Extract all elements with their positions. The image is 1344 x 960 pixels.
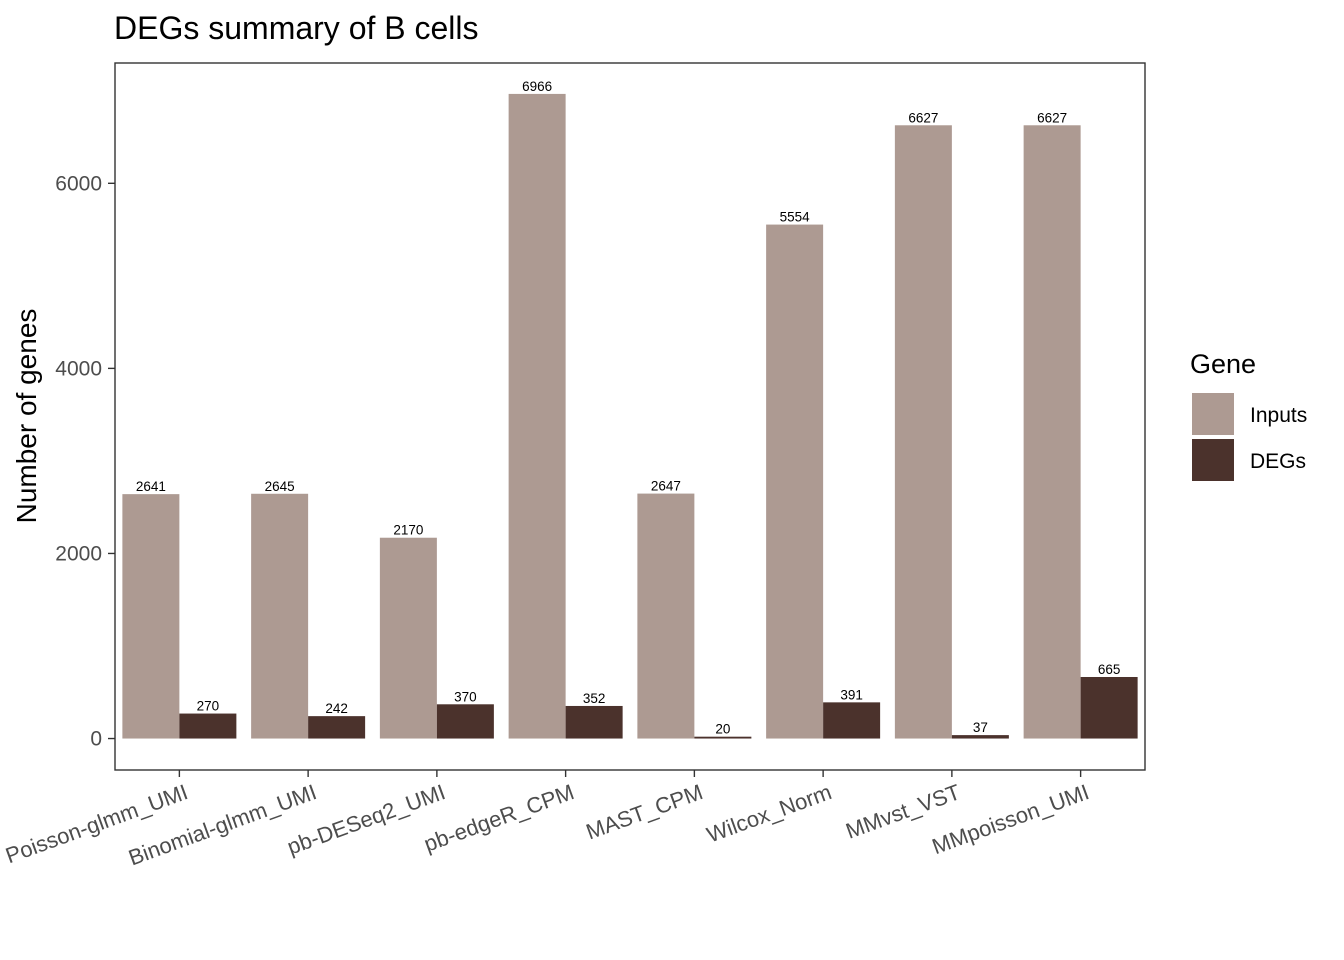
bar-degs-4 — [694, 736, 752, 739]
bar-label-degs-6: 37 — [973, 720, 988, 735]
bar-label-degs-5: 391 — [840, 687, 863, 702]
bar-label-inputs-6: 6627 — [908, 110, 938, 125]
plot-panel — [114, 62, 1146, 771]
legend-key-inputs — [1192, 393, 1234, 435]
bar-inputs-7 — [1023, 125, 1081, 739]
y-tick-label-4000: 4000 — [55, 357, 102, 380]
bar-inputs-4 — [637, 493, 695, 739]
bar-degs-1 — [308, 716, 366, 739]
bar-degs-3 — [565, 705, 623, 739]
x-axis: Poisson-glmm_UMIBinomial-glmm_UMIpb-DESe… — [2, 770, 1092, 870]
bar-inputs-5 — [766, 224, 824, 739]
bar-label-inputs-5: 5554 — [780, 210, 811, 225]
bar-label-inputs-4: 2647 — [651, 479, 681, 494]
bar-label-degs-4: 20 — [715, 722, 730, 737]
x-tick-label-4: MAST_CPM — [583, 779, 706, 844]
bar-degs-5 — [823, 702, 881, 739]
bar-inputs-2 — [379, 537, 437, 739]
bar-labels: 2641 270 2645 242 2170 370 6966 352 2647 20 5554 39… — [136, 79, 1121, 737]
bar-inputs-3 — [508, 93, 566, 739]
y-axis: 0 2000 4000 6000 — [55, 172, 115, 751]
bar-label-degs-2: 370 — [454, 689, 477, 704]
bar-inputs-1 — [251, 493, 309, 739]
bar-label-degs-1: 242 — [325, 701, 348, 716]
bar-label-degs-7: 665 — [1098, 662, 1121, 677]
bar-degs-0 — [179, 713, 237, 739]
bar-label-degs-0: 270 — [197, 699, 220, 714]
legend: Gene Inputs DEGs — [1190, 349, 1307, 481]
bars — [122, 93, 1138, 739]
x-tick-label-5: Wilcox_Norm — [703, 779, 834, 847]
bar-label-inputs-3: 6966 — [522, 79, 552, 94]
chart-title: DEGs summary of B cells — [114, 10, 479, 46]
bar-degs-2 — [436, 704, 494, 739]
bar-label-inputs-2: 2170 — [393, 523, 423, 538]
bar-degs-6 — [951, 735, 1009, 739]
legend-title: Gene — [1190, 349, 1256, 379]
bar-label-degs-3: 352 — [583, 691, 606, 706]
legend-label-degs: DEGs — [1250, 450, 1306, 473]
bar-inputs-6 — [894, 125, 952, 739]
legend-key-degs — [1192, 439, 1234, 481]
bar-label-inputs-1: 2645 — [265, 479, 295, 494]
y-axis-title: Number of genes — [11, 309, 42, 524]
bar-label-inputs-0: 2641 — [136, 479, 166, 494]
y-tick-label-6000: 6000 — [55, 172, 102, 195]
y-tick-label-0: 0 — [90, 728, 102, 751]
bar-inputs-0 — [122, 494, 180, 739]
y-tick-label-2000: 2000 — [55, 542, 102, 565]
bar-label-inputs-7: 6627 — [1037, 110, 1067, 125]
bar-degs-7 — [1080, 676, 1138, 739]
legend-label-inputs: Inputs — [1250, 404, 1307, 427]
